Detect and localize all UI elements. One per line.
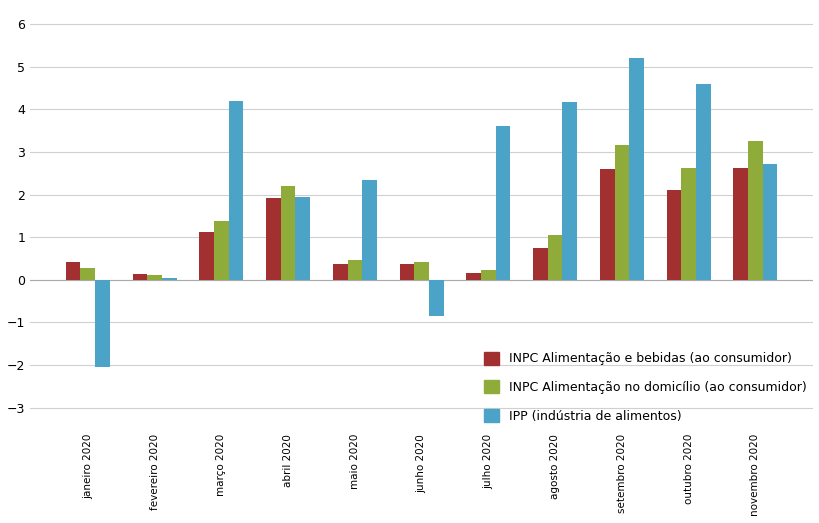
Bar	[762, 164, 776, 280]
Bar	[95, 280, 110, 367]
Bar	[628, 58, 643, 280]
Bar	[161, 278, 176, 280]
Bar	[495, 126, 509, 280]
Bar	[333, 264, 347, 280]
Bar	[481, 270, 495, 280]
Bar	[280, 186, 295, 280]
Bar	[466, 274, 481, 280]
Bar	[66, 262, 80, 280]
Bar	[199, 232, 214, 280]
Bar	[347, 260, 362, 280]
Bar	[214, 221, 229, 280]
Bar	[80, 268, 95, 280]
Bar	[732, 168, 747, 280]
Bar	[532, 248, 547, 280]
Bar	[681, 168, 695, 280]
Bar	[399, 264, 414, 280]
Bar	[747, 141, 762, 280]
Bar	[295, 198, 310, 280]
Bar	[562, 102, 577, 280]
Bar	[613, 145, 628, 280]
Bar	[695, 84, 710, 280]
Bar	[265, 198, 280, 280]
Bar	[600, 169, 613, 280]
Legend: INPC Alimentação e bebidas (ao consumidor), INPC Alimentação no domicílio (ao co: INPC Alimentação e bebidas (ao consumido…	[483, 352, 806, 423]
Bar	[133, 274, 147, 280]
Bar	[147, 276, 161, 280]
Bar	[362, 180, 377, 280]
Bar	[428, 280, 443, 316]
Bar	[414, 262, 428, 280]
Bar	[666, 190, 681, 280]
Bar	[547, 235, 562, 280]
Bar	[229, 101, 243, 280]
